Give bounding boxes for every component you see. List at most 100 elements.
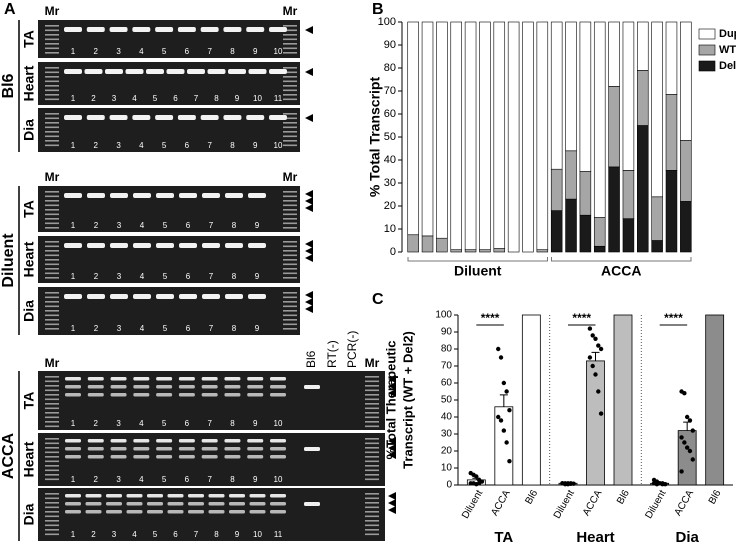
ladder-band <box>365 533 379 536</box>
lane-number: 5 <box>163 272 168 281</box>
gel-band <box>65 455 81 459</box>
gel-band <box>225 294 243 299</box>
ladder-band <box>365 438 379 440</box>
gel-band <box>178 377 195 381</box>
ladder-band <box>45 71 59 74</box>
lane-number: 4 <box>139 141 144 150</box>
gel-band <box>86 27 105 32</box>
ladder-band <box>45 323 59 326</box>
ladder-band <box>45 200 59 202</box>
band-arrow <box>388 382 396 390</box>
bar-segment <box>464 21 477 250</box>
ladder-band <box>45 250 59 252</box>
ladder-band <box>283 126 297 129</box>
ladder-band <box>283 268 297 270</box>
gel-band <box>270 455 286 459</box>
ladder-band <box>45 465 59 467</box>
tissue-label: TA <box>21 392 37 410</box>
bar-segment <box>608 166 620 253</box>
ladder-band <box>45 38 59 41</box>
gel-band <box>65 377 81 381</box>
ladder-band <box>45 421 59 423</box>
lane-number: 6 <box>185 475 190 484</box>
gel-band <box>167 494 184 498</box>
gel-band <box>86 115 105 120</box>
ladder-band <box>45 493 59 495</box>
lane-number: 7 <box>207 47 212 56</box>
gel-band <box>201 393 218 397</box>
ladder-band <box>45 497 59 500</box>
lane-number: 9 <box>253 47 258 56</box>
y-tick-label: 90 <box>384 39 396 51</box>
panel-label: B <box>372 1 384 18</box>
gel-band <box>223 115 242 120</box>
lane-number: 8 <box>214 94 219 103</box>
bar-segment <box>407 21 419 236</box>
gel-band <box>208 502 225 506</box>
lane-number: 7 <box>209 324 214 333</box>
ladder-band <box>283 76 297 78</box>
bar <box>521 314 541 486</box>
gel-band <box>188 494 204 498</box>
ladder-band <box>45 478 59 481</box>
lane-header: Bl6 <box>304 350 318 368</box>
ladder-band <box>365 376 379 378</box>
gel-band <box>133 385 150 389</box>
y-tick-label: 40 <box>384 154 396 166</box>
lane-number: 8 <box>230 141 235 150</box>
lane-number: 7 <box>207 419 212 428</box>
ladder-band <box>283 314 297 317</box>
bar-segment <box>651 196 663 241</box>
gel-band <box>228 69 246 74</box>
band-arrow <box>305 298 313 306</box>
gel-image <box>38 371 385 430</box>
gel-band <box>110 193 128 198</box>
data-point <box>684 414 690 420</box>
lane-number: 7 <box>207 475 212 484</box>
gel-band <box>270 439 286 443</box>
ladder-band <box>283 144 297 147</box>
ladder-band <box>365 478 379 481</box>
y-axis-label: % Total Transcript <box>367 77 383 198</box>
lane-number: 10 <box>274 475 283 484</box>
ladder-band <box>283 323 297 326</box>
group-label: Diluent <box>0 233 17 288</box>
ladder-band <box>283 204 297 207</box>
bar-segment <box>450 249 462 253</box>
ladder-band <box>45 328 59 330</box>
data-point <box>687 448 693 454</box>
ladder-band <box>365 515 379 518</box>
ladder-band <box>45 43 59 45</box>
bar-segment <box>493 21 506 249</box>
gel-band <box>85 494 102 498</box>
y-tick-label: 70 <box>384 85 396 97</box>
data-point <box>498 355 504 360</box>
ladder-band <box>283 29 297 32</box>
lane-number: 1 <box>71 475 76 484</box>
group-label: ACCA <box>0 432 17 479</box>
bar-segment <box>665 170 678 253</box>
legend-swatch <box>698 44 716 56</box>
lane-number: 3 <box>117 324 122 333</box>
ladder-band <box>45 259 59 261</box>
gel-band <box>110 439 127 443</box>
gel-band <box>247 377 264 381</box>
gel-band <box>247 385 264 389</box>
gel-band <box>106 494 122 498</box>
lane-number: 8 <box>230 419 235 428</box>
ladder-band <box>45 76 59 78</box>
gel-band <box>156 439 173 443</box>
bar-segment <box>479 21 491 250</box>
gel-band <box>156 455 173 459</box>
tissue-label: Dia <box>21 503 37 525</box>
tissue-label: Heart <box>21 65 37 101</box>
lane-number: 11 <box>274 530 283 539</box>
gel-band <box>224 455 241 459</box>
gel-band <box>224 385 241 389</box>
ladder-band <box>283 272 297 275</box>
y-axis-label: Transcript (WT + Del2) <box>400 331 415 469</box>
lane-number: 7 <box>194 530 199 539</box>
gel-band <box>179 193 197 198</box>
bar-segment <box>550 210 563 253</box>
